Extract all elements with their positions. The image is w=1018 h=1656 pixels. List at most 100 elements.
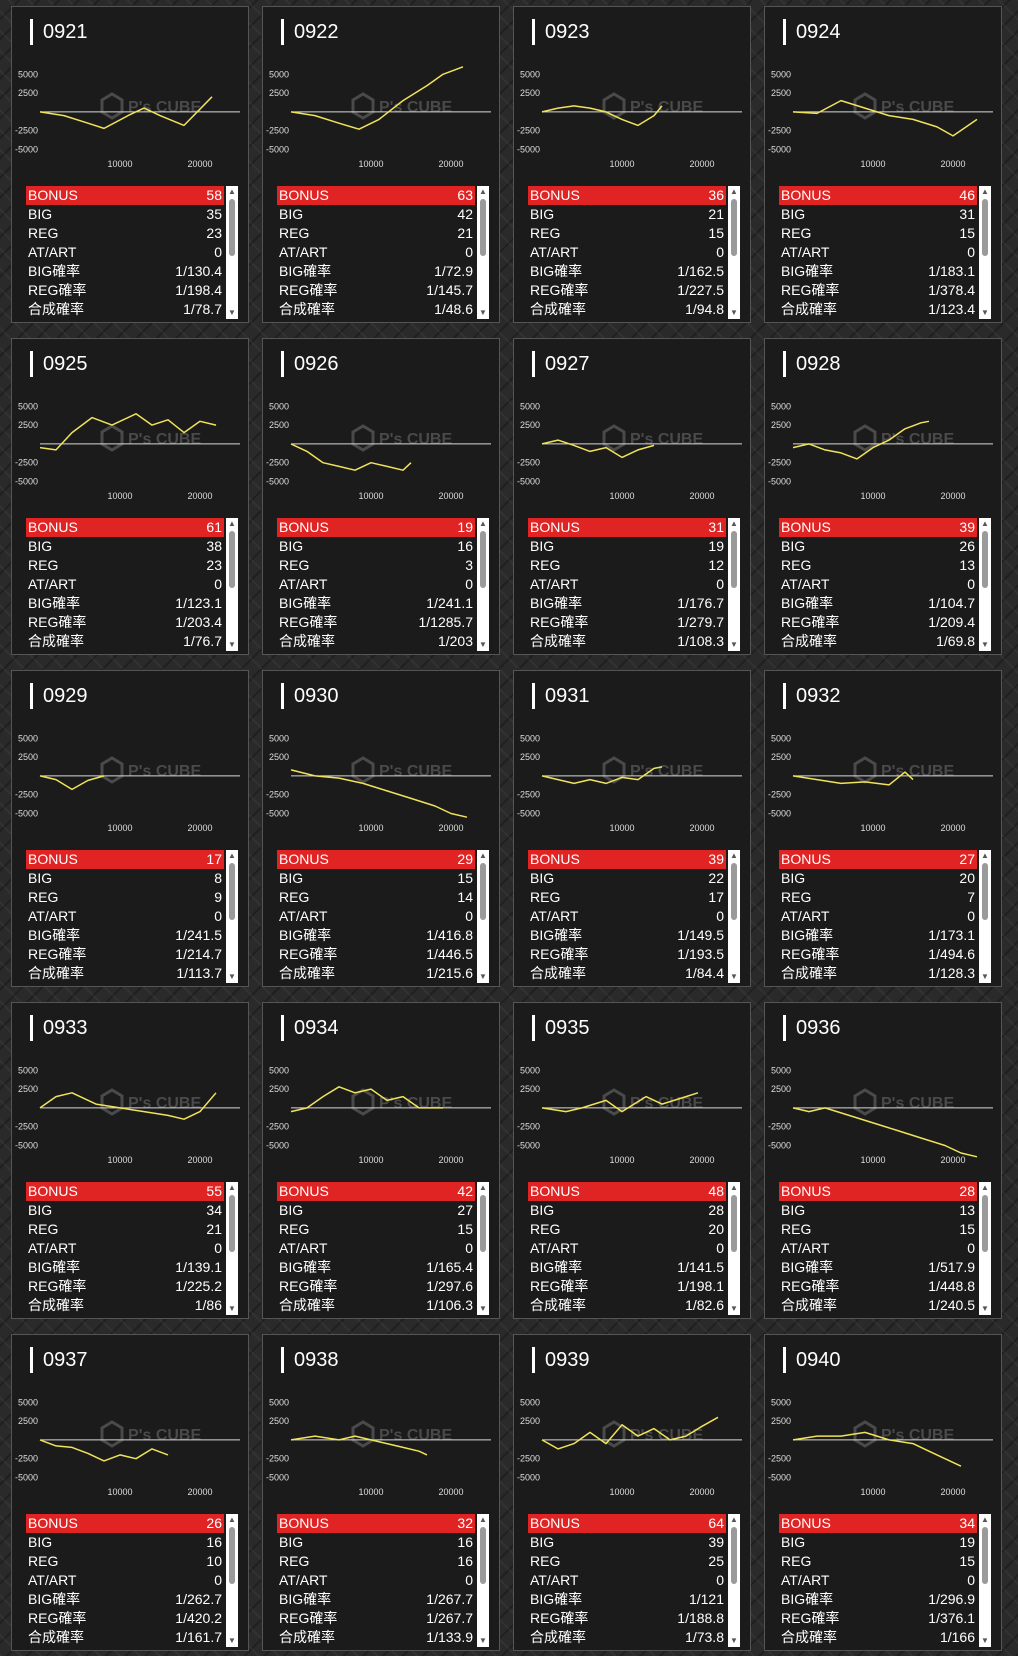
machine-card[interactable]: 0924 P's CUBE 5000 2500 -2500 -5000 10000 20000…	[764, 6, 1002, 323]
scroll-down-icon[interactable]: ▼	[730, 308, 738, 317]
machine-number[interactable]: 0932	[783, 683, 841, 709]
scroll-up-icon[interactable]: ▲	[981, 519, 989, 528]
scrollbar[interactable]: ▲ ▼	[979, 518, 991, 651]
machine-number[interactable]: 0924	[783, 19, 841, 45]
machine-card[interactable]: 0932 P's CUBE 5000 2500 -2500 -5000 10000 20000…	[764, 670, 1002, 987]
scrollbar[interactable]: ▲ ▼	[226, 1514, 238, 1647]
scroll-thumb[interactable]	[229, 1195, 235, 1252]
scroll-up-icon[interactable]: ▲	[981, 1183, 989, 1192]
machine-number[interactable]: 0928	[783, 351, 841, 377]
scroll-up-icon[interactable]: ▲	[730, 519, 738, 528]
machine-number[interactable]: 0931	[532, 683, 590, 709]
scroll-up-icon[interactable]: ▲	[981, 851, 989, 860]
machine-card[interactable]: 0938 P's CUBE 5000 2500 -2500 -5000 10000 20000…	[262, 1334, 500, 1651]
scroll-down-icon[interactable]: ▼	[981, 640, 989, 649]
machine-number[interactable]: 0935	[532, 1015, 590, 1041]
machine-card[interactable]: 0928 P's CUBE 5000 2500 -2500 -5000 10000 20000…	[764, 338, 1002, 655]
scrollbar[interactable]: ▲ ▼	[728, 1514, 740, 1647]
scroll-up-icon[interactable]: ▲	[228, 1515, 236, 1524]
machine-number[interactable]: 0933	[30, 1015, 88, 1041]
machine-number[interactable]: 0922	[281, 19, 339, 45]
scroll-down-icon[interactable]: ▼	[479, 308, 487, 317]
machine-number[interactable]: 0930	[281, 683, 339, 709]
machine-number[interactable]: 0938	[281, 1347, 339, 1373]
machine-card[interactable]: 0931 P's CUBE 5000 2500 -2500 -5000 10000 20000…	[513, 670, 751, 987]
scroll-down-icon[interactable]: ▼	[981, 1636, 989, 1645]
machine-card[interactable]: 0922 P's CUBE 5000 2500 -2500 -5000 10000 20000…	[262, 6, 500, 323]
machine-number[interactable]: 0925	[30, 351, 88, 377]
scrollbar[interactable]: ▲ ▼	[226, 850, 238, 983]
scroll-down-icon[interactable]: ▼	[730, 640, 738, 649]
machine-card[interactable]: 0939 P's CUBE 5000 2500 -2500 -5000 10000 20000…	[513, 1334, 751, 1651]
scrollbar[interactable]: ▲ ▼	[477, 1514, 489, 1647]
scroll-up-icon[interactable]: ▲	[730, 851, 738, 860]
scroll-down-icon[interactable]: ▼	[228, 1636, 236, 1645]
scroll-thumb[interactable]	[480, 531, 486, 588]
scroll-thumb[interactable]	[982, 531, 988, 588]
scroll-down-icon[interactable]: ▼	[228, 972, 236, 981]
scroll-up-icon[interactable]: ▲	[730, 187, 738, 196]
scrollbar[interactable]: ▲ ▼	[728, 1182, 740, 1315]
scroll-up-icon[interactable]: ▲	[228, 187, 236, 196]
machine-card[interactable]: 0937 P's CUBE 5000 2500 -2500 -5000 10000 20000…	[11, 1334, 249, 1651]
scroll-up-icon[interactable]: ▲	[228, 519, 236, 528]
scroll-thumb[interactable]	[731, 1527, 737, 1584]
scrollbar[interactable]: ▲ ▼	[477, 850, 489, 983]
scroll-thumb[interactable]	[480, 863, 486, 920]
machine-card[interactable]: 0923 P's CUBE 5000 2500 -2500 -5000 10000 20000…	[513, 6, 751, 323]
scroll-thumb[interactable]	[731, 1195, 737, 1252]
scrollbar[interactable]: ▲ ▼	[226, 186, 238, 319]
scrollbar[interactable]: ▲ ▼	[728, 518, 740, 651]
scroll-thumb[interactable]	[982, 199, 988, 256]
scroll-down-icon[interactable]: ▼	[981, 308, 989, 317]
machine-card[interactable]: 0925 P's CUBE 5000 2500 -2500 -5000 10000 20000…	[11, 338, 249, 655]
machine-number[interactable]: 0927	[532, 351, 590, 377]
machine-card[interactable]: 0930 P's CUBE 5000 2500 -2500 -5000 10000 20000…	[262, 670, 500, 987]
scroll-up-icon[interactable]: ▲	[730, 1515, 738, 1524]
scroll-thumb[interactable]	[229, 199, 235, 256]
machine-card[interactable]: 0926 P's CUBE 5000 2500 -2500 -5000 10000 20000…	[262, 338, 500, 655]
scroll-thumb[interactable]	[480, 1195, 486, 1252]
scroll-down-icon[interactable]: ▼	[981, 972, 989, 981]
scroll-up-icon[interactable]: ▲	[228, 1183, 236, 1192]
scroll-up-icon[interactable]: ▲	[228, 851, 236, 860]
scroll-down-icon[interactable]: ▼	[479, 1304, 487, 1313]
scroll-down-icon[interactable]: ▼	[228, 308, 236, 317]
machine-number[interactable]: 0929	[30, 683, 88, 709]
scrollbar[interactable]: ▲ ▼	[979, 1182, 991, 1315]
scrollbar[interactable]: ▲ ▼	[477, 518, 489, 651]
scroll-thumb[interactable]	[229, 1527, 235, 1584]
machine-card[interactable]: 0921 P's CUBE 5000 2500 -2500 -5000 10000 20000…	[11, 6, 249, 323]
scroll-thumb[interactable]	[480, 199, 486, 256]
scroll-down-icon[interactable]: ▼	[228, 1304, 236, 1313]
machine-card[interactable]: 0933 P's CUBE 5000 2500 -2500 -5000 10000 20000…	[11, 1002, 249, 1319]
machine-card[interactable]: 0935 P's CUBE 5000 2500 -2500 -5000 10000 20000…	[513, 1002, 751, 1319]
scroll-down-icon[interactable]: ▼	[730, 1636, 738, 1645]
machine-card[interactable]: 0934 P's CUBE 5000 2500 -2500 -5000 10000 20000…	[262, 1002, 500, 1319]
machine-number[interactable]: 0923	[532, 19, 590, 45]
scroll-thumb[interactable]	[731, 199, 737, 256]
scroll-up-icon[interactable]: ▲	[479, 519, 487, 528]
machine-card[interactable]: 0927 P's CUBE 5000 2500 -2500 -5000 10000 20000…	[513, 338, 751, 655]
machine-card[interactable]: 0929 P's CUBE 5000 2500 -2500 -5000 10000 20000…	[11, 670, 249, 987]
scrollbar[interactable]: ▲ ▼	[477, 1182, 489, 1315]
scroll-down-icon[interactable]: ▼	[479, 972, 487, 981]
machine-number[interactable]: 0936	[783, 1015, 841, 1041]
machine-number[interactable]: 0939	[532, 1347, 590, 1373]
machine-number[interactable]: 0926	[281, 351, 339, 377]
machine-card[interactable]: 0940 P's CUBE 5000 2500 -2500 -5000 10000 20000…	[764, 1334, 1002, 1651]
scroll-thumb[interactable]	[731, 863, 737, 920]
machine-number[interactable]: 0934	[281, 1015, 339, 1041]
machine-card[interactable]: 0936 P's CUBE 5000 2500 -2500 -5000 10000 20000…	[764, 1002, 1002, 1319]
scroll-thumb[interactable]	[229, 863, 235, 920]
scroll-down-icon[interactable]: ▼	[479, 640, 487, 649]
scrollbar[interactable]: ▲ ▼	[979, 186, 991, 319]
scroll-down-icon[interactable]: ▼	[479, 1636, 487, 1645]
scrollbar[interactable]: ▲ ▼	[979, 850, 991, 983]
scroll-up-icon[interactable]: ▲	[730, 1183, 738, 1192]
scroll-thumb[interactable]	[229, 531, 235, 588]
scrollbar[interactable]: ▲ ▼	[979, 1514, 991, 1647]
scroll-down-icon[interactable]: ▼	[981, 1304, 989, 1313]
scroll-up-icon[interactable]: ▲	[479, 851, 487, 860]
machine-number[interactable]: 0921	[30, 19, 88, 45]
